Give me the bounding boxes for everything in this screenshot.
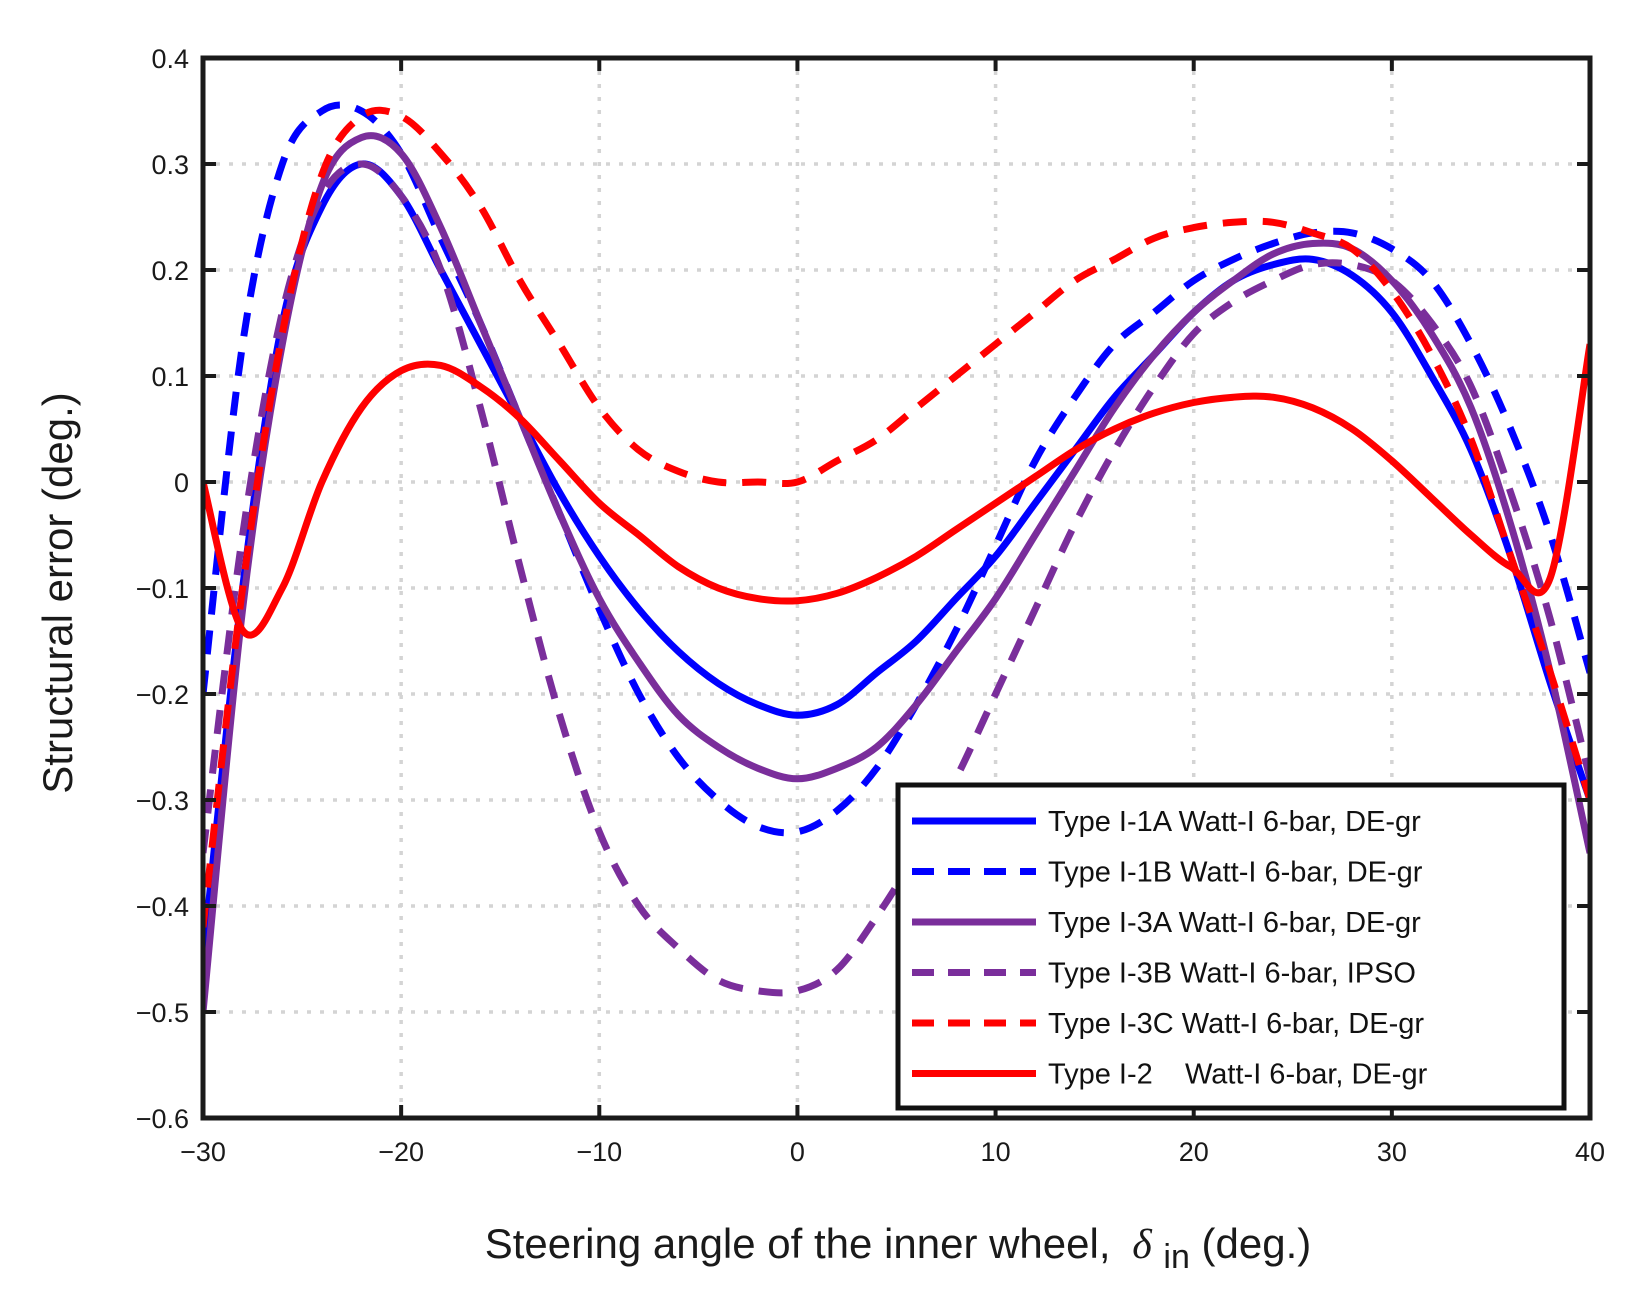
legend: Type I-1A Watt-I 6-bar, DE-gr Type I-1B W…	[895, 782, 1567, 1111]
x-axis-title-symbol: δ	[1132, 1222, 1153, 1268]
x-tick-label: 30	[1377, 1137, 1407, 1167]
x-tick-label: 0	[790, 1137, 805, 1167]
x-axis-title-suffix: (deg.)	[1202, 1220, 1312, 1267]
y-axis-title: Structural error (deg.)	[34, 392, 81, 793]
y-tick-label: −0.4	[136, 892, 189, 922]
legend-box	[895, 782, 1567, 1111]
legend-label: Type I-2 Watt-I 6-bar, DE-gr	[1048, 1059, 1428, 1091]
series-line	[203, 132, 1590, 1013]
y-tick-label: 0.2	[151, 256, 189, 286]
series-line	[203, 343, 1590, 639]
x-tick-label: 40	[1575, 1137, 1605, 1167]
y-tick-label: −0.6	[136, 1104, 189, 1134]
series-lines	[203, 101, 1590, 1013]
y-tick-label: 0.1	[151, 362, 189, 392]
x-axis-title-subscript: in	[1163, 1238, 1189, 1276]
y-tick-label: −0.1	[136, 574, 189, 604]
legend-label: Type I-3A Watt-I 6-bar, DE-gr	[1048, 907, 1421, 939]
y-tick-label: 0	[174, 468, 189, 498]
legend-label: Type I-3B Watt-I 6-bar, IPSO	[1048, 958, 1416, 990]
x-tick-label: −30	[180, 1137, 226, 1167]
y-tick-label: −0.5	[136, 998, 189, 1028]
x-axis-title-prefix: Steering angle of the inner wheel,	[485, 1220, 1111, 1267]
series-line	[203, 106, 1590, 928]
y-tick-label: −0.3	[136, 786, 189, 816]
y-tick-label: 0.4	[151, 44, 189, 74]
series-line	[203, 101, 1590, 837]
x-tick-label: −10	[576, 1137, 622, 1167]
tick-labels: −30 −20 −10 0 10 20 30 40 −0.6 −0.5 −0.4 −0.3 −0.2 −0…	[136, 44, 1605, 1167]
x-axis-title: Steering angle of the inner wheel, δ in …	[485, 1220, 1312, 1276]
legend-label: Type I-3C Watt-I 6-bar, DE-gr	[1048, 1008, 1424, 1040]
legend-items: Type I-1A Watt-I 6-bar, DE-gr Type I-1B W…	[912, 806, 1428, 1091]
legend-label: Type I-1A Watt-I 6-bar, DE-gr	[1048, 806, 1421, 838]
series-line	[203, 160, 1590, 997]
x-tick-label: 10	[981, 1137, 1011, 1167]
legend-label: Type I-1B Watt-I 6-bar, DE-gr	[1048, 857, 1423, 889]
x-tick-label: −20	[378, 1137, 424, 1167]
axis-ticks	[201, 56, 1592, 1120]
y-tick-label: 0.3	[151, 150, 189, 180]
y-tick-label: −0.2	[136, 680, 189, 710]
x-tick-label: 20	[1179, 1137, 1209, 1167]
